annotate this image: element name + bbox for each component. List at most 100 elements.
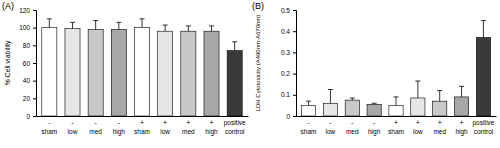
x-tick: med — [89, 116, 102, 135]
error-cap — [328, 89, 333, 90]
error-bar — [306, 101, 311, 105]
error-bar — [209, 26, 214, 31]
y-tick: 60 — [23, 60, 36, 67]
y-tick-label: 0.5 — [281, 7, 290, 14]
x-tick: med — [182, 116, 195, 135]
y-tick: 0 — [26, 113, 36, 120]
y-tick: 20 — [23, 95, 36, 102]
error-bar — [116, 22, 121, 29]
error-bar — [350, 98, 355, 100]
y-tick-label: 0 — [286, 113, 290, 120]
y-tick-label: 100 — [19, 24, 30, 31]
y-tick-mark — [33, 28, 36, 29]
x-tick-label: sham — [388, 128, 404, 135]
error-line — [396, 97, 397, 105]
bar — [181, 31, 196, 116]
error-line — [211, 26, 212, 31]
bar — [367, 104, 381, 116]
panel-title: (B) — [252, 1, 264, 11]
error-cap — [47, 18, 52, 19]
y-tick-mark — [33, 116, 36, 117]
y-axis-title: % Cell viability — [4, 40, 12, 86]
panel: (B)LDH Cytotoxicity (A490nm-A670nm)00.10… — [252, 1, 497, 136]
x-tick: med — [433, 116, 446, 135]
bar — [323, 103, 337, 116]
group-labels: ----++++ — [48, 119, 213, 126]
y-tick-mark — [33, 45, 36, 46]
y-tick-mark — [293, 74, 296, 75]
y-tick-mark — [293, 10, 296, 11]
x-tick-label: high — [455, 128, 468, 136]
y-tick-label: 120 — [19, 7, 30, 14]
group-label: + — [438, 119, 442, 126]
error-line — [417, 81, 418, 98]
error-bar — [47, 19, 52, 28]
x-tick: sham — [41, 116, 57, 135]
y-tick: 40 — [23, 77, 36, 84]
error-bar — [140, 19, 145, 28]
x-tick-label: positivecontrol — [224, 119, 246, 135]
group-label: - — [48, 119, 51, 126]
error-line — [142, 19, 143, 28]
error-bar — [415, 81, 420, 98]
group-label: - — [373, 119, 376, 126]
error-line — [308, 101, 309, 105]
bar — [134, 28, 149, 116]
x-axis: shamlowmedhighshamlowmedhighpositivecont… — [37, 116, 249, 136]
x-tick-label: high — [368, 128, 381, 136]
error-cap — [186, 25, 191, 26]
error-bar — [328, 90, 333, 104]
group-label: + — [163, 119, 167, 126]
x-tick-label: low — [413, 128, 423, 135]
x-axis-line — [37, 116, 249, 117]
x-tick-label: med — [346, 128, 359, 135]
y-tick: 0.4 — [281, 28, 296, 35]
group-labels: ----++++ — [307, 119, 463, 126]
error-bar — [93, 21, 98, 30]
group-label: - — [118, 119, 121, 126]
error-bar — [437, 91, 442, 102]
x-tick-label: high — [113, 128, 126, 136]
x-tick-label: sham — [301, 128, 317, 135]
error-cap — [415, 81, 420, 82]
x-tick: low — [413, 116, 423, 135]
y-tick-label: 20 — [23, 95, 31, 102]
error-cap — [459, 86, 464, 87]
bar — [476, 38, 490, 116]
figure: (A)% Cell viability020406080100120shamlo… — [0, 0, 500, 148]
group-label: + — [140, 119, 144, 126]
x-tick: sham — [134, 116, 150, 135]
error-cap — [394, 96, 399, 97]
plot-area — [42, 19, 242, 116]
error-cap — [232, 41, 237, 42]
x-tick: positivecontrol — [224, 116, 246, 135]
y-tick-mark — [293, 116, 296, 117]
bar — [88, 29, 103, 116]
y-tick-label: 0.1 — [281, 91, 290, 98]
group-label: - — [329, 119, 332, 126]
x-tick: sham — [388, 116, 404, 135]
error-bar — [481, 21, 486, 38]
x-tick: positivecontrol — [472, 116, 494, 135]
error-cap — [70, 22, 75, 23]
error-line — [118, 22, 119, 29]
y-tick-mark — [33, 63, 36, 64]
x-tick: sham — [301, 116, 317, 135]
x-tick-label: med — [89, 128, 102, 135]
x-tick: low — [68, 116, 78, 135]
y-tick-label: 40 — [23, 77, 31, 84]
error-bar — [186, 26, 191, 31]
y-tick: 0 — [286, 113, 296, 120]
x-tick: high — [455, 116, 468, 136]
group-label: + — [209, 119, 213, 126]
x-tick: high — [368, 116, 381, 136]
error-cap — [481, 20, 486, 21]
group-label: - — [71, 119, 74, 126]
error-line — [165, 25, 166, 31]
error-line — [49, 19, 50, 28]
y-tick: 120 — [19, 7, 36, 14]
y-tick-mark — [33, 98, 36, 99]
y-tick-label: 80 — [23, 42, 31, 49]
x-tick-label: low — [160, 128, 170, 135]
error-cap — [116, 22, 121, 23]
